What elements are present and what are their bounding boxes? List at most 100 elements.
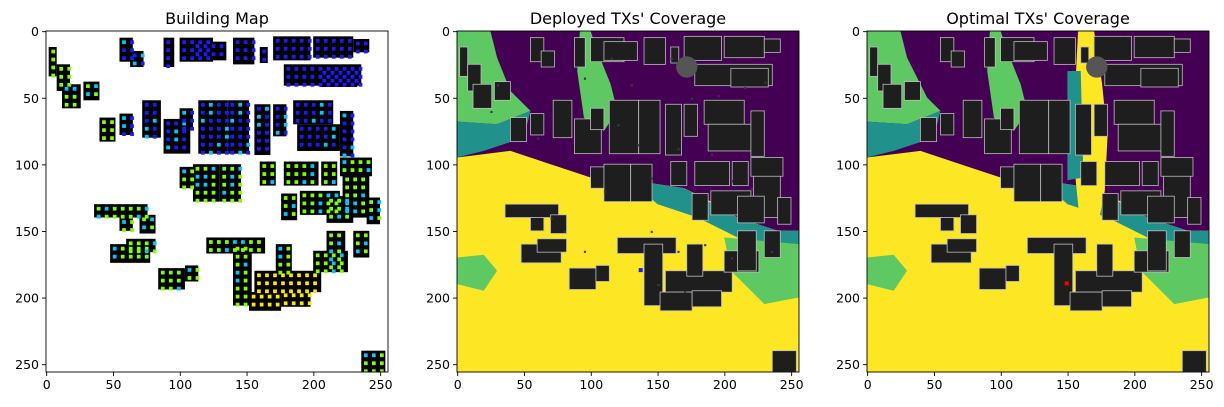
building-marker [371, 361, 376, 366]
axes-frame [866, 30, 1210, 373]
building-footprint [1069, 291, 1103, 312]
building-footprint [950, 50, 965, 68]
building-marker [342, 129, 347, 134]
building-marker [350, 168, 355, 172]
building-marker [278, 270, 283, 275]
building-marker [160, 270, 165, 275]
building-marker [166, 56, 170, 61]
building-marker [238, 134, 243, 139]
building-footprint [683, 103, 698, 137]
building-marker [238, 166, 243, 171]
building-footprint [510, 117, 527, 143]
building-marker [315, 46, 320, 51]
building-marker [102, 136, 106, 140]
building-marker [262, 164, 267, 168]
building-marker [313, 273, 317, 278]
building-marker [241, 240, 245, 244]
building-footprint [1187, 197, 1202, 225]
building-marker [59, 66, 64, 71]
building-marker [130, 124, 134, 128]
building-marker [222, 198, 227, 203]
optimal-coverage-panel: Optimal TXs' Coverage 0 50 100 150 200 250 0 50… [836, 9, 1213, 392]
building-marker [302, 193, 307, 198]
building-marker [355, 49, 360, 54]
building-marker [174, 129, 178, 134]
building-marker [230, 166, 235, 171]
tx-marker [770, 250, 774, 253]
building-marker [130, 116, 134, 120]
building-marker [257, 289, 261, 294]
building-marker [243, 48, 248, 53]
tx-marker [750, 188, 754, 191]
building-footprint [750, 157, 784, 177]
building-footprint [670, 161, 688, 186]
building-marker [120, 254, 125, 259]
tx-marker [550, 217, 553, 220]
building-marker [267, 302, 272, 307]
building-marker [270, 180, 275, 184]
tx-marker [744, 86, 747, 90]
building-marker [144, 134, 149, 139]
building-marker [327, 118, 332, 123]
building-marker [195, 174, 200, 179]
x-tick-label: 150 [235, 377, 259, 392]
building-footprint [731, 161, 749, 186]
y-tick-label: 50 [844, 91, 860, 106]
tx-marker [677, 148, 680, 151]
building-marker [130, 220, 134, 224]
axes-frame [456, 30, 800, 373]
y-tick-label: 100 [426, 157, 450, 172]
building-marker [211, 198, 216, 203]
building-marker [318, 201, 323, 206]
building-marker [211, 182, 216, 187]
building-map-axes: 0 50 100 150 200 250 0 50 100 150 200 250 [15, 24, 392, 392]
building-marker [275, 46, 280, 51]
building-marker [310, 82, 315, 87]
building-footprint [1000, 107, 1015, 131]
building-footprint [259, 46, 268, 64]
y-tick-label: 0 [31, 24, 39, 39]
building-marker [136, 254, 141, 259]
building-marker [152, 249, 157, 254]
building-marker [331, 142, 336, 147]
building-footprint [1141, 161, 1159, 186]
building-marker [230, 174, 235, 179]
tx-marker [497, 84, 500, 87]
building-footprint [703, 99, 745, 125]
building-marker [303, 110, 308, 115]
building-marker [331, 38, 336, 43]
building-marker [342, 153, 347, 158]
building-marker [283, 54, 288, 59]
building-marker [144, 249, 149, 254]
panel-title: Optimal TXs' Coverage [946, 9, 1130, 28]
building-marker [195, 190, 200, 195]
building-marker [128, 214, 133, 219]
building-marker [281, 273, 285, 278]
building-marker [203, 174, 208, 179]
building-marker [230, 150, 235, 155]
building-marker [190, 118, 195, 123]
building-footprint [540, 50, 555, 68]
building-marker [307, 142, 312, 147]
building-marker [262, 180, 267, 184]
panel-title: Building Map [165, 9, 269, 28]
building-marker [350, 82, 355, 87]
building-marker [270, 164, 275, 168]
tx-marker [657, 284, 660, 287]
building-footprint [530, 37, 545, 63]
building-marker [222, 182, 227, 187]
building-marker [166, 129, 170, 134]
coverage-region [577, 31, 618, 131]
building-marker [303, 102, 308, 107]
building-marker [307, 126, 312, 131]
building-marker [275, 106, 280, 111]
x-tick-label: 100 [168, 377, 192, 392]
building-footprint [869, 46, 879, 77]
building-marker [235, 254, 240, 259]
building-marker [363, 369, 368, 372]
x-tick-label: 100 [579, 377, 603, 392]
building-marker [347, 54, 352, 59]
building-marker [259, 294, 264, 299]
building-footprint [1000, 166, 1015, 189]
building-marker [286, 82, 291, 87]
